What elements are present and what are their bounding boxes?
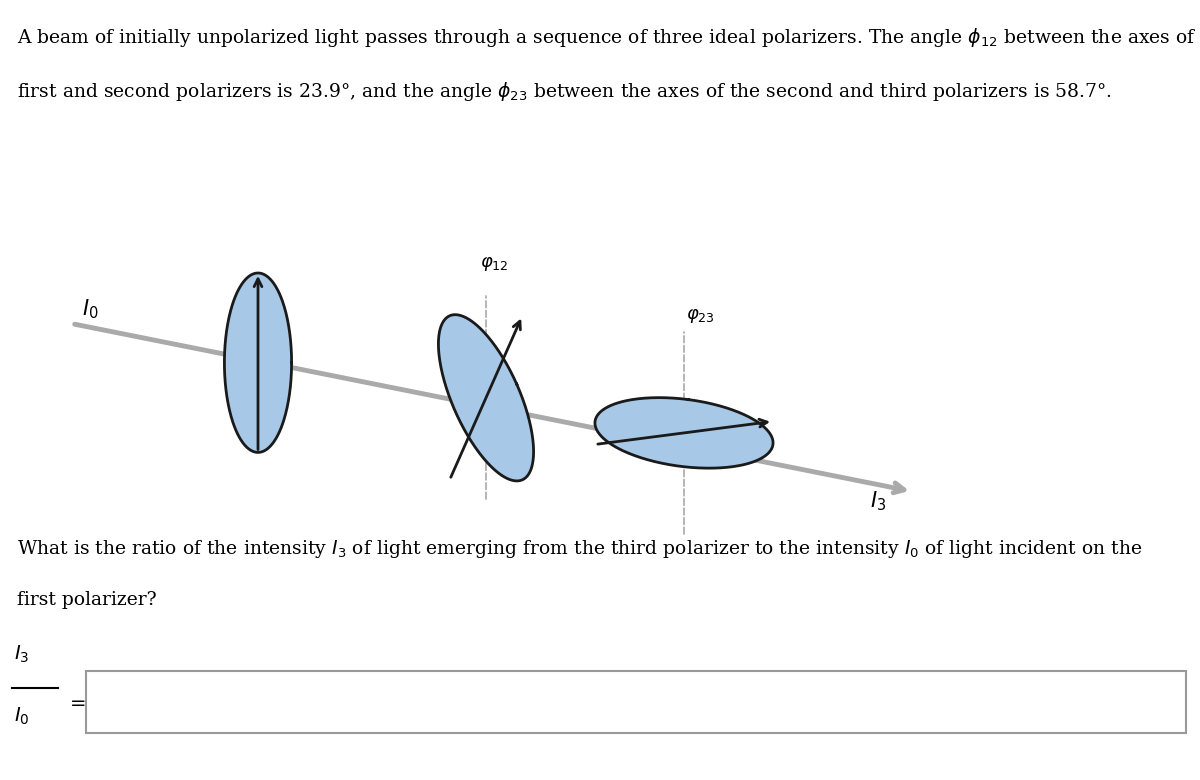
Text: first polarizer?: first polarizer?	[17, 591, 156, 609]
Polygon shape	[438, 314, 534, 481]
Text: What is the ratio of the intensity $I_3$ of light emerging from the third polari: What is the ratio of the intensity $I_3$…	[17, 538, 1142, 560]
Text: $I_3$: $I_3$	[14, 644, 30, 665]
Text: $I_3$: $I_3$	[870, 489, 886, 512]
Text: $I_0$: $I_0$	[14, 706, 30, 727]
Polygon shape	[595, 398, 773, 468]
Text: $=$: $=$	[66, 693, 86, 711]
Polygon shape	[224, 273, 292, 452]
FancyBboxPatch shape	[86, 671, 1186, 733]
Text: $\varphi_{12}$: $\varphi_{12}$	[480, 255, 509, 273]
Text: $\varphi_{23}$: $\varphi_{23}$	[686, 307, 715, 325]
Text: $I_0$: $I_0$	[82, 298, 98, 321]
Text: A beam of initially unpolarized light passes through a sequence of three ideal p: A beam of initially unpolarized light pa…	[17, 26, 1200, 48]
Text: first and second polarizers is 23.9°, and the angle $\phi_{23}$ between the axes: first and second polarizers is 23.9°, an…	[17, 80, 1112, 103]
